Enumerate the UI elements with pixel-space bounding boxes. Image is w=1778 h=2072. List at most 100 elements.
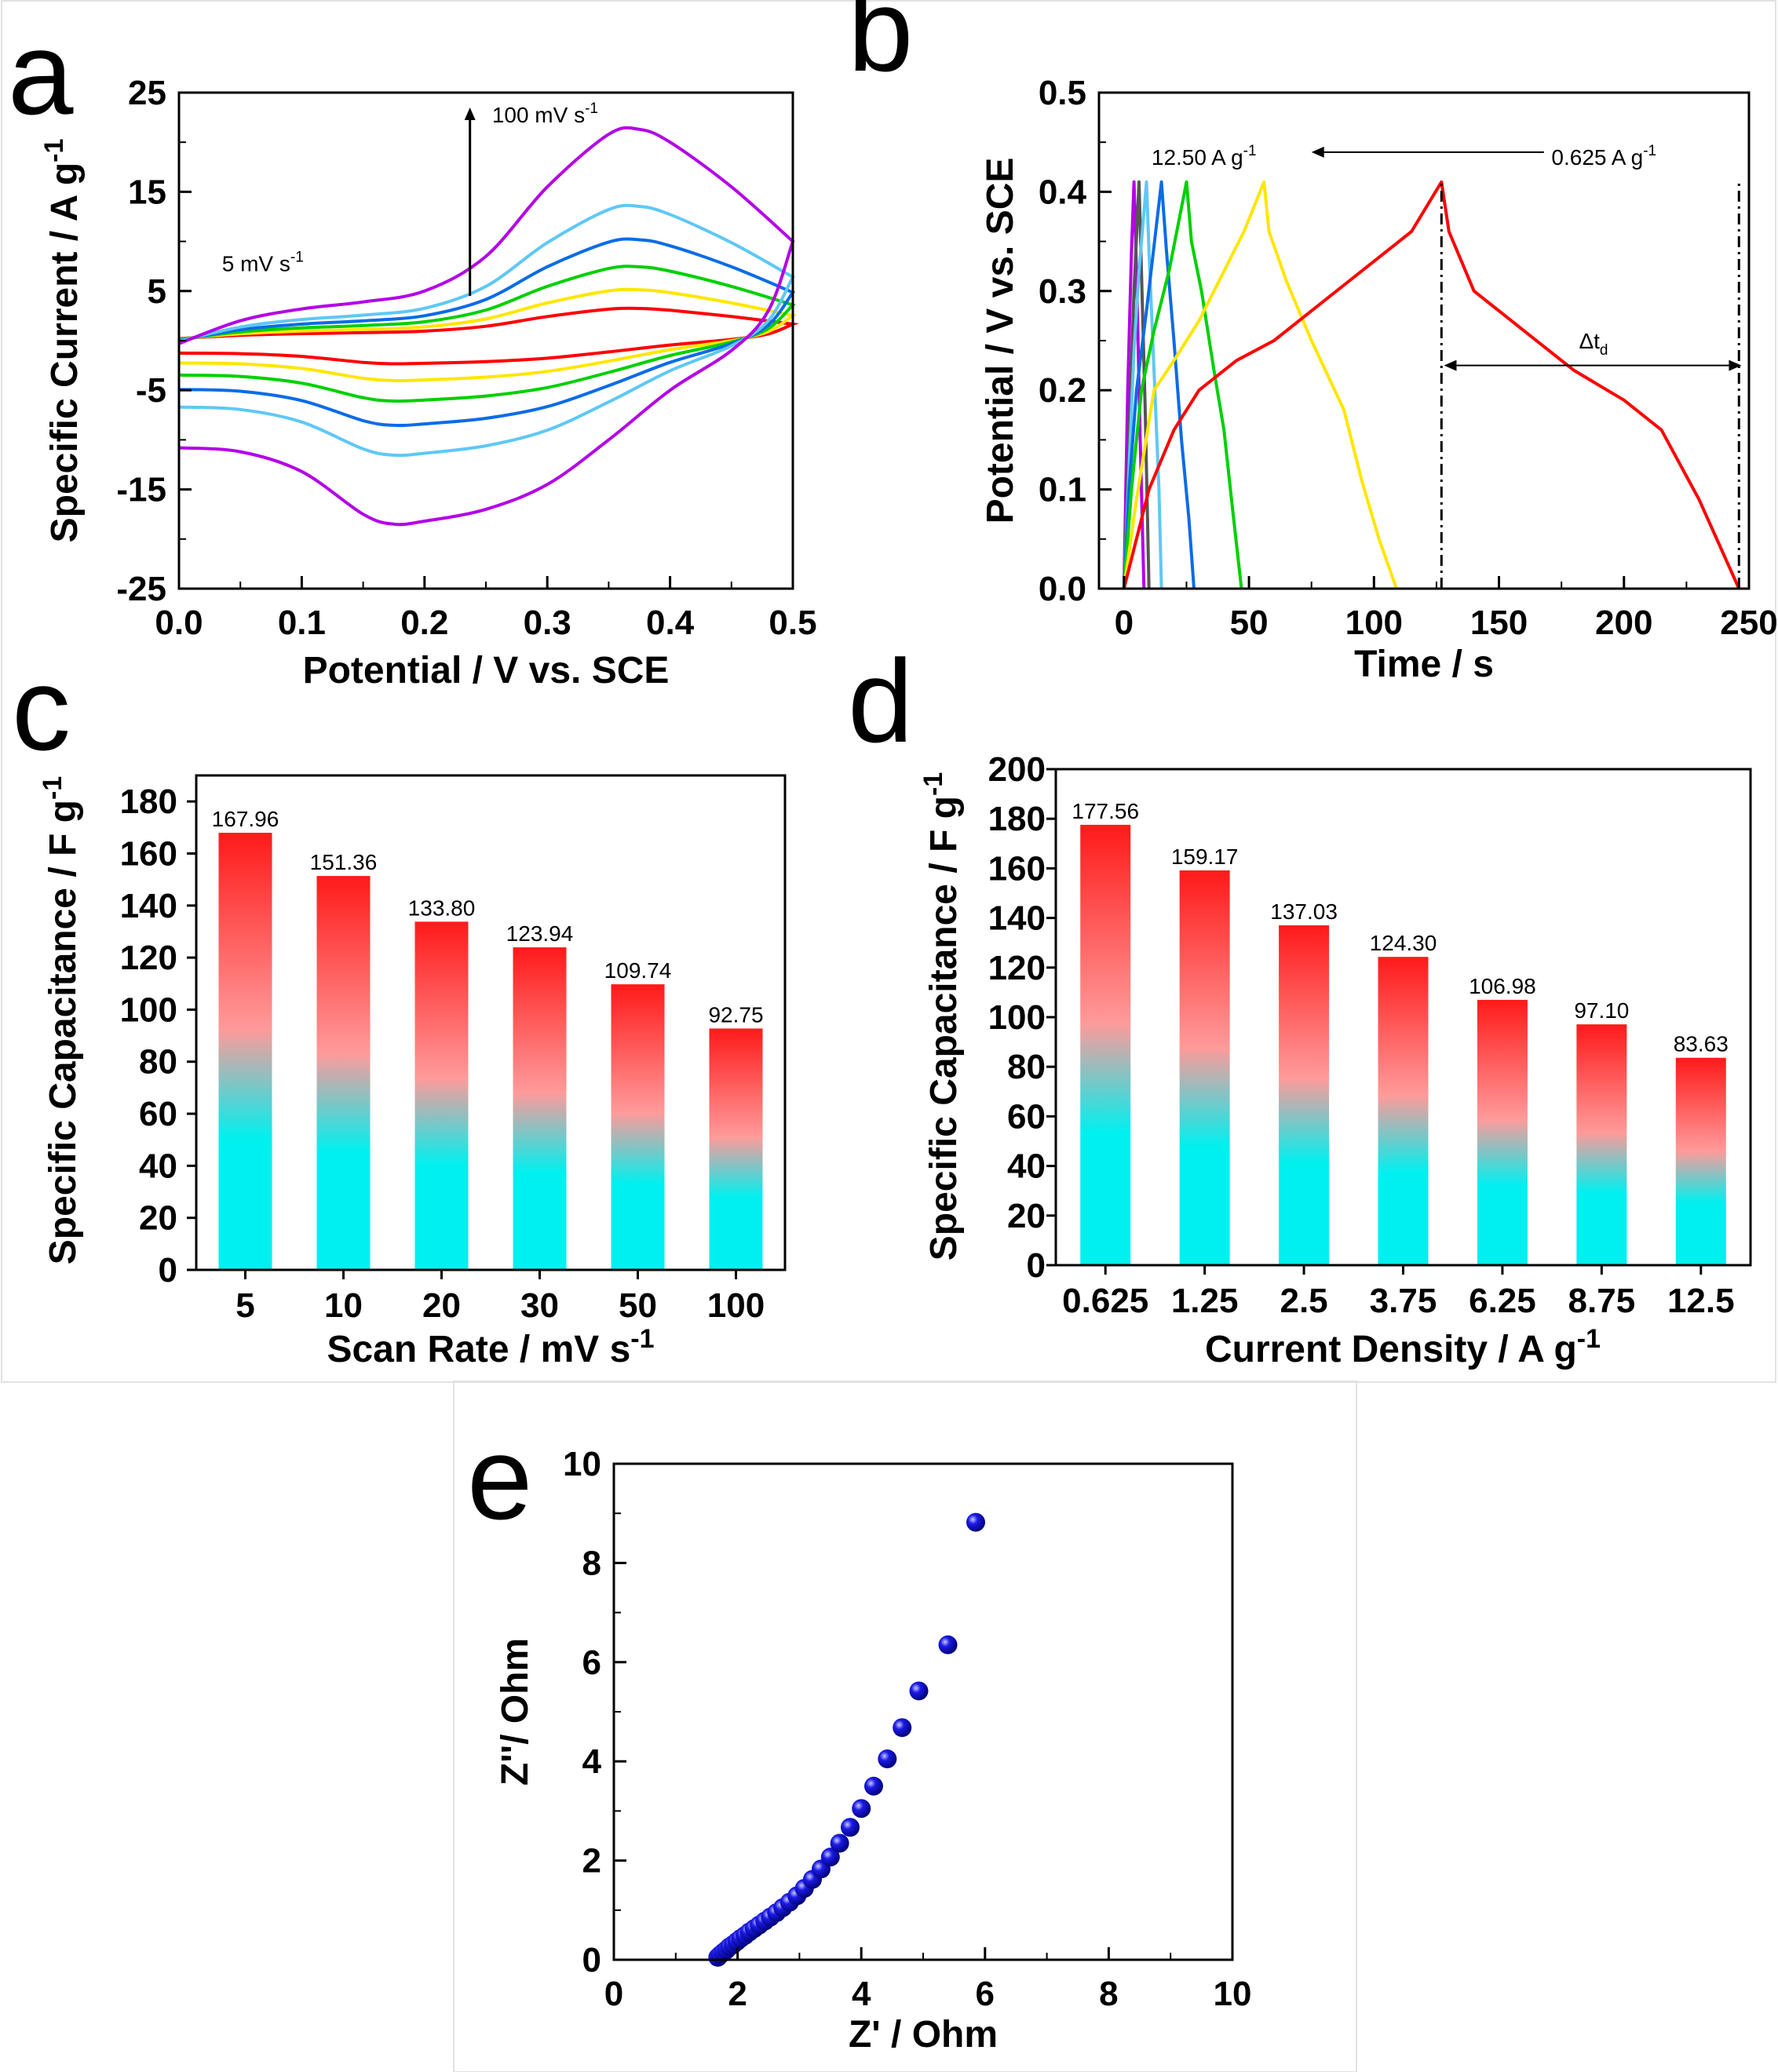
panel-d-xtick-label: 12.5 [1667,1282,1735,1320]
gcd-curve [1122,180,1196,589]
cv-curve [178,126,795,527]
panel-c-ytick-label: 60 [139,1095,177,1133]
panel-c-bar-value-label: 123.94 [506,921,574,946]
panel-b-curves [1122,180,1741,589]
annotation-12-50: 12.50 A g-1 [1152,143,1257,170]
panel-a-xtick-label: 0.3 [524,604,571,642]
panel-a-ytick-label: 25 [128,74,166,112]
panel-c-xtick-label: 10 [324,1286,363,1325]
panel-c-xtick-label: 30 [520,1286,559,1325]
panel-c-bar [316,876,371,1270]
panel-e-ticks: 0 2 4 6 8 10 0 2 4 6 8 10 [563,1445,1251,2013]
panel-b-xlabel: Time / s [1354,644,1494,685]
panel-e-nyquist-chart: 0 2 4 6 8 10 0 2 4 6 8 10 Z' / Ohm Z''/ Ohm [495,1445,1251,2056]
panel-letter-e: e [467,1412,532,1544]
panel-d-bar-value-label: 83.63 [1674,1032,1729,1056]
panel-d-bar [1378,957,1429,1265]
nyquist-point [820,1848,840,1867]
panel-d-ylabel: Specific Capacitance / F g-1 [918,772,965,1260]
panel-d-bar [1675,1057,1726,1265]
panel-e-ytick-label: 10 [563,1445,601,1483]
panel-d-ytick-label: 80 [1007,1048,1046,1086]
cv-curve [178,203,795,458]
panel-c-xtick-label: 100 [707,1286,765,1325]
panel-d-bar [1477,999,1528,1265]
scan-rate-arrowhead [464,107,476,120]
panel-d-bars: 177.56 159.17 137.03 124.30 106.98 97.10 83.63 [1072,799,1729,1265]
current-density-arrowhead [1311,146,1324,158]
panel-c-ytick-label: 140 [120,887,177,925]
gcd-curve [1122,180,1146,589]
panel-c-xtick-label: 20 [422,1286,461,1325]
gcd-curve [1122,180,1163,589]
panel-e-axes-frame [612,1462,1234,1961]
panel-b-ytick-label: 0.5 [1039,74,1086,112]
panel-d-xlabel: Current Density / A g-1 [1205,1324,1601,1370]
panel-d-bar-value-label: 106.98 [1469,974,1536,998]
panel-e-xtick-label: 6 [976,1975,995,2013]
panel-d-bar-value-label: 97.10 [1574,998,1629,1023]
panel-b-xtick-label: 100 [1345,604,1403,642]
panel-b-xtick-label: 150 [1470,604,1528,642]
panel-e-xtick-label: 10 [1214,1975,1252,2013]
panel-d-ytick-label: 160 [988,849,1046,888]
delta-t-arrowhead-left [1444,359,1457,371]
panel-a-curves [178,126,799,527]
panel-d-xtick-label: 6.25 [1469,1282,1536,1320]
panel-c-bar [611,984,665,1270]
delta-t-arrowhead-right [1729,359,1742,371]
panel-e-xlabel: Z' / Ohm [849,2014,998,2056]
annotation-0-625: 0.625 A g-1 [1551,143,1656,170]
panel-a-xtick-label: 0.4 [646,604,695,642]
cv-curve [178,306,799,366]
gcd-curve [1122,180,1243,589]
panel-e-ytick-label: 8 [582,1544,601,1582]
cv-curve [178,237,796,428]
nyquist-point [909,1681,929,1701]
nyquist-point [863,1776,883,1796]
panel-d-ytick-label: 180 [988,800,1046,838]
panel-a-xtick-label: 0.2 [400,604,448,642]
panel-e-points [708,1512,985,1967]
panel-d-ytick-label: 120 [988,949,1046,987]
panel-e-xtick-label: 2 [728,1975,747,2013]
nyquist-point [830,1833,849,1853]
cv-curve [178,287,798,382]
panel-a-xtick-label: 0.5 [769,604,816,642]
panel-c-bar [218,833,272,1270]
panel-b-annotations: 12.50 A g-1 0.625 A g-1 Δtd [1152,143,1742,371]
panel-c-bar [709,1028,763,1270]
panel-c-bar [414,921,469,1270]
gcd-curve [1122,180,1741,589]
panel-d-bar-value-label: 137.03 [1270,899,1338,924]
panel-d-bar-value-label: 124.30 [1370,931,1437,955]
nyquist-point [966,1512,985,1532]
panel-b-ytick-label: 0.1 [1039,471,1086,509]
panel-letter-a: a [8,7,74,139]
panel-b-ytick-label: 0.4 [1039,173,1087,211]
panel-a-ytick-label: -5 [136,371,166,410]
panel-e-ylabel: Z''/ Ohm [495,1638,536,1786]
panel-c-ytick-label: 80 [139,1043,177,1082]
panel-c-ytick-label: 120 [120,939,177,977]
panel-a-ytick-label: 15 [128,173,166,211]
annotation-delta-t: Δtd [1579,329,1608,359]
panel-a-ytick-label: 5 [148,272,166,311]
panel-a-xtick-label: 0.0 [155,604,203,642]
panel-c-bar-value-label: 133.80 [408,896,476,920]
nyquist-point [938,1635,958,1654]
panel-b-xtick-label: 50 [1230,604,1269,642]
panel-frame-e [453,1381,1357,2072]
nyquist-point [893,1718,912,1738]
panel-a-xlabel: Potential / V vs. SCE [303,650,670,691]
panel-d-ytick-label: 40 [1007,1147,1046,1186]
panel-d-bar [1080,824,1131,1265]
panel-c-ylabel: Specific Capacitance / F g-1 [38,776,84,1264]
panel-a-annotations: 100 mV s-1 5 mV s-1 [222,100,598,297]
panel-b-xtick-label: 0 [1115,604,1134,642]
panel-b-xtick-label: 250 [1720,604,1777,642]
panel-c-xtick-label: 50 [619,1286,657,1325]
panel-d-bar [1576,1024,1627,1265]
panel-d-xtick-label: 3.75 [1370,1282,1437,1320]
